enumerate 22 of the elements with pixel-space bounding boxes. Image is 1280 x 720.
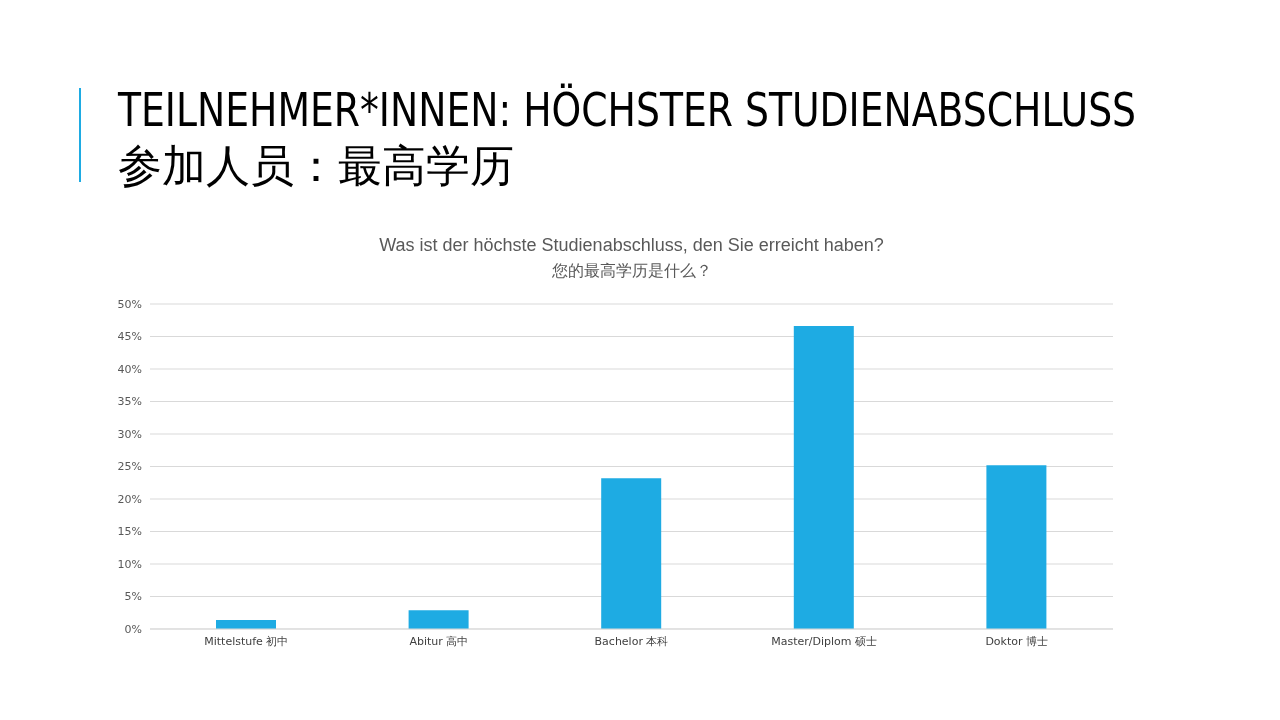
y-tick-label: 50%	[117, 297, 142, 311]
y-tick-label: 0%	[124, 622, 142, 636]
y-tick-label: 5%	[124, 590, 142, 604]
y-tick-label: 45%	[117, 330, 142, 344]
x-tick-label: Bachelor 本科	[594, 634, 669, 648]
chart-title: TEILNEHMER*INNEN: HÖCHSTER STUDIENABSCHLUSS 参加人员：最高学历	[118, 82, 1138, 193]
x-tick-label: Mittelstufe 初中	[204, 634, 289, 648]
x-tick-label: Abitur 高中	[409, 634, 469, 648]
bar	[408, 610, 469, 629]
y-tick-label: 15%	[117, 525, 142, 539]
bar	[793, 326, 854, 629]
bar	[601, 478, 662, 629]
y-tick-label: 35%	[117, 395, 142, 409]
bar	[986, 465, 1047, 629]
y-tick-label: 25%	[117, 460, 142, 474]
x-tick-label: Doktor 博士	[985, 634, 1049, 648]
chart-subtitle: Was ist der höchste Studienabschluss, den Sie erreicht haben? 您的最高学历是什么？	[378, 234, 885, 281]
y-tick-label: 30%	[117, 427, 142, 441]
y-tick-label: 40%	[117, 362, 142, 376]
y-tick-label: 20%	[117, 492, 142, 506]
y-tick-label: 10%	[117, 557, 142, 571]
x-tick-label: Master/Diplom 硕士	[771, 634, 877, 648]
